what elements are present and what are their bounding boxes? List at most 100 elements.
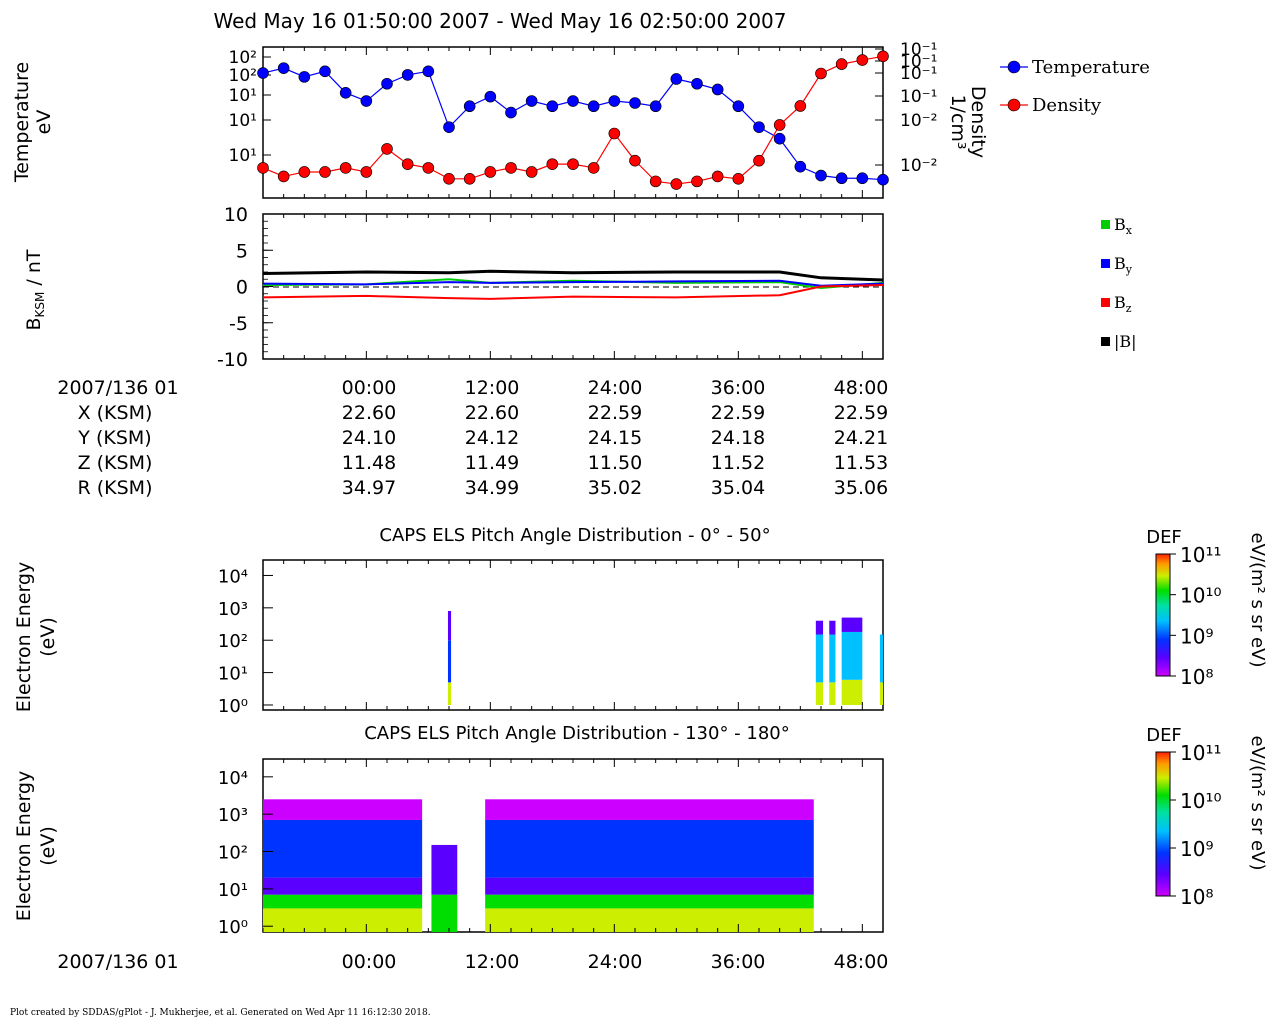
spectrogram-cell xyxy=(841,617,863,632)
ephemeris-cell: 24.18 xyxy=(711,427,765,449)
colorbar1-gradient xyxy=(1155,553,1171,677)
bottom-tick-label: 48:00 xyxy=(834,951,889,973)
density-point xyxy=(815,67,827,80)
panel1-right-tick-label: 10⁻² xyxy=(900,111,937,131)
density-point xyxy=(339,162,352,174)
density-point xyxy=(298,166,311,178)
density-point xyxy=(629,154,641,167)
panel2-legend: Bx By Bz |B| xyxy=(1101,215,1137,351)
spectrogram-cell xyxy=(263,799,423,820)
ephemeris-cell: 24.10 xyxy=(342,427,396,449)
spectrogram-cell xyxy=(841,631,863,680)
temperature-point xyxy=(732,100,745,113)
colorbar1-unit: eV/(m² s sr eV) xyxy=(1247,533,1268,668)
ephemeris-cell: 24.12 xyxy=(465,427,519,449)
density-point xyxy=(691,175,703,188)
density-point xyxy=(360,166,373,178)
legend-by: By xyxy=(1114,254,1133,276)
colorbar1-label: DEF xyxy=(1146,527,1182,548)
panel1-ytick-label: 10¹ xyxy=(229,146,257,166)
spectrogram2-ylabel-2: (eV) xyxy=(37,826,59,866)
legend-bmag: |B| xyxy=(1114,332,1137,351)
density-point xyxy=(670,178,683,190)
temperature-point xyxy=(753,121,765,133)
panel2-ytick-label: -10 xyxy=(217,349,248,371)
spectrogram-cell xyxy=(485,894,814,909)
energy-tick-label: 10¹ xyxy=(218,880,248,901)
spectrogram1-frame xyxy=(262,559,884,711)
temperature-point xyxy=(484,90,497,103)
legend-swatch-bmag xyxy=(1101,337,1110,346)
temperature-point xyxy=(546,100,559,113)
legend-bz: Bz xyxy=(1114,293,1132,315)
energy-tick-label: 10⁰ xyxy=(218,917,248,938)
ephemeris-cell: 11.52 xyxy=(711,452,765,474)
spectrogram-cell xyxy=(447,610,452,641)
temperature-point xyxy=(360,95,373,107)
ephemeris-row-label: Y (KSM) xyxy=(77,427,151,449)
panel2-ytick-label: 10 xyxy=(224,204,248,226)
density-legend-marker xyxy=(1007,98,1021,112)
density-point xyxy=(525,166,538,178)
panel1-right-tick-label: 10⁻¹ xyxy=(900,64,937,84)
temperature-point xyxy=(587,100,600,113)
ephemeris-cell: 24.21 xyxy=(834,427,888,449)
temperature-point xyxy=(835,172,848,185)
colorbar-tick-label: 10¹¹ xyxy=(1180,543,1221,567)
density-point xyxy=(587,162,600,174)
energy-tick-label: 10⁴ xyxy=(218,768,248,789)
spectrogram-cell xyxy=(815,620,824,635)
ephemeris-cell: 35.04 xyxy=(711,477,765,499)
density-point xyxy=(732,173,745,185)
density-point xyxy=(649,175,662,188)
ephemeris-cell: 22.59 xyxy=(711,402,765,424)
colorbar-tick-label: 10⁹ xyxy=(1180,837,1213,861)
temperature-point xyxy=(856,172,869,185)
panel1-ytick-label: 10² xyxy=(229,48,257,68)
b-series-By xyxy=(262,279,884,287)
ephemeris-cell: 24:00 xyxy=(588,377,643,399)
colorbar-tick-label: 10⁸ xyxy=(1180,665,1213,689)
density-point xyxy=(567,158,579,170)
energy-tick-label: 10² xyxy=(218,631,248,652)
spectrogram-cell xyxy=(447,682,452,705)
density-point xyxy=(443,173,455,185)
temperature-point xyxy=(691,77,703,90)
legend-swatch-bz xyxy=(1101,298,1110,307)
energy-tick-label: 10² xyxy=(218,843,248,864)
temperature-point xyxy=(877,173,889,186)
temperature-point xyxy=(525,95,538,107)
colorbar2-gradient xyxy=(1155,751,1171,897)
colorbar2-label: DEF xyxy=(1146,725,1182,746)
ephemeris-cell: 22.59 xyxy=(834,402,888,424)
legend-temperature: Temperature xyxy=(1032,57,1150,78)
density-point xyxy=(856,54,869,66)
spectrogram-cell xyxy=(829,682,836,705)
spectrogram-cell xyxy=(263,908,423,932)
temperature-point xyxy=(608,95,621,107)
density-point xyxy=(877,50,889,63)
bottom-axis-label: 2007/136 01 xyxy=(57,951,178,973)
bottom-time-axis: 2007/136 01 00:00 12:00 24:00 36:00 48:00 xyxy=(57,951,888,973)
ephemeris-cell: 00:00 xyxy=(342,377,397,399)
spectrogram1-ylabel-2: (eV) xyxy=(37,617,59,657)
ephemeris-table: 2007/136 01 00:00 12:00 24:00 36:00 48:00 X (K… xyxy=(57,377,888,499)
spectrogram-cell xyxy=(829,634,836,683)
spectrogram2-title: CAPS ELS Pitch Angle Distribution - 130°… xyxy=(364,723,790,744)
spectrogram-cell xyxy=(431,844,458,895)
spectrogram-cell xyxy=(263,894,423,909)
colorbar-tick-label: 10¹¹ xyxy=(1180,741,1221,765)
spectrogram-cell xyxy=(263,877,423,895)
density-point xyxy=(773,119,786,131)
spectrogram-cell xyxy=(815,682,824,705)
density-point xyxy=(484,166,497,178)
panel1-ylabel-1: Temperature xyxy=(11,62,33,183)
temperature-point xyxy=(711,83,724,96)
spectrogram1-title: CAPS ELS Pitch Angle Distribution - 0° -… xyxy=(379,525,770,546)
temperature-point xyxy=(794,160,807,173)
spectrogram-cell xyxy=(879,634,883,683)
temperature-point xyxy=(381,77,393,90)
ephemeris-cell: 34.99 xyxy=(465,477,519,499)
density-point xyxy=(753,154,765,167)
density-point xyxy=(319,166,331,178)
